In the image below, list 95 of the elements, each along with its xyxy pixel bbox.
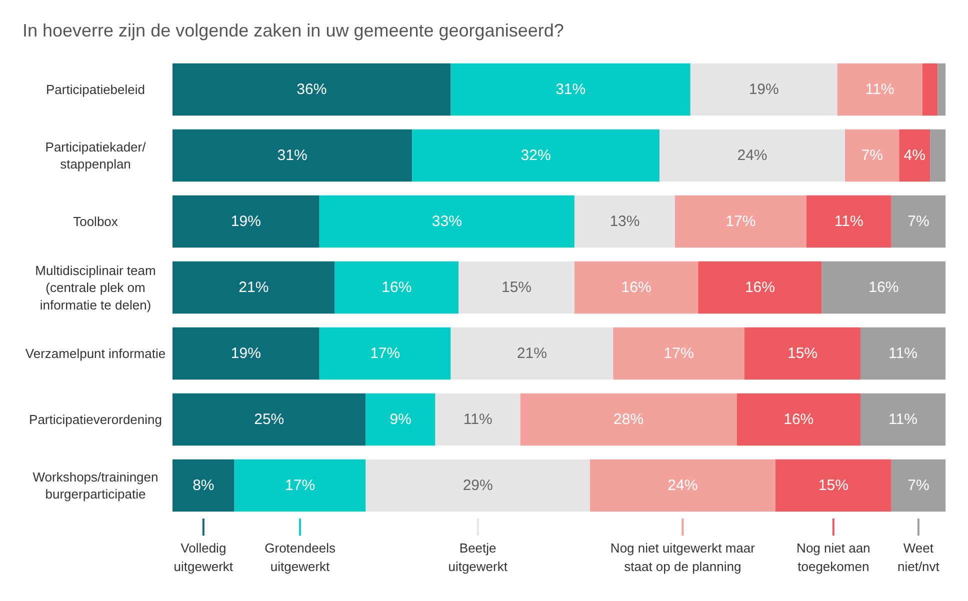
bar [450,63,690,116]
bar [319,327,451,380]
bar [690,63,838,116]
data-label: 21% [516,345,547,362]
data-label: 32% [520,147,551,164]
data-label: 13% [610,213,640,230]
bar [172,63,451,116]
bar [891,459,946,512]
data-label: 29% [462,477,493,494]
bar [922,63,938,116]
data-label: 31% [277,147,308,164]
bar [334,261,459,314]
bar [412,129,660,182]
data-label: 17% [664,345,694,362]
bar [736,393,860,446]
bar [234,459,366,512]
data-label: 15% [787,345,818,362]
y-tick-label: Participatiekader/ stappenplan [45,139,146,172]
legend-label: Nog niet uitgewerkt maar staat op de planning [610,540,756,574]
bar [698,261,822,314]
legend-label: Volledig uitgewerkt [174,540,234,574]
y-tick-label: Multidisciplinair team (centrale plek om informatie te delen) [35,262,156,312]
data-label: 17% [370,345,400,362]
data-label: 19% [230,213,261,230]
data-label: 24% [668,477,698,494]
bar [744,327,860,380]
data-label: 8% [192,477,214,494]
y-tick-label: Toolbox [73,214,118,229]
bar [659,129,846,182]
bar [837,63,922,116]
data-label: 11% [888,411,918,428]
legend-label: Beetje uitgewerkt [448,540,508,574]
bar [613,327,745,380]
data-label: 16% [621,279,652,296]
data-label: 11% [865,81,894,98]
bar [172,261,335,314]
legend-label: Weet niet/nvt [897,540,940,574]
data-label: 15% [818,477,848,494]
data-label: 11% [888,345,918,362]
bar [366,393,436,446]
data-label: 31% [556,81,586,98]
data-label: 36% [296,81,327,98]
data-label: 16% [382,279,412,296]
bar [891,195,946,248]
y-tick-label: Workshops/trainingen burgerparticipatie [32,469,158,502]
data-label: 28% [614,411,644,428]
bar [172,195,320,248]
bar [435,393,520,446]
bar [806,195,892,248]
bar [938,63,946,116]
bar [172,129,412,182]
bar [366,459,590,512]
bar [458,261,574,314]
data-label: 21% [238,279,269,296]
bar [172,459,234,512]
data-label: 16% [744,279,775,296]
bar [775,459,892,512]
data-label: 11% [463,411,492,428]
data-label: 7% [908,213,930,230]
data-label: 4% [904,147,926,164]
legend-label: Grotendeels uitgewerkt [264,540,336,574]
data-label: 33% [432,213,462,230]
data-label: 11% [834,213,864,230]
bar [590,459,776,512]
data-label: 25% [254,411,284,428]
data-label: 7% [908,477,930,494]
bar [450,327,614,380]
bar [319,195,574,248]
y-tick-label: Verzamelpunt informatie [25,346,166,361]
bar [172,393,366,446]
data-label: 9% [390,411,412,428]
bar [172,327,320,380]
bar [930,129,946,182]
bar [574,195,675,248]
bar [860,327,946,380]
bar [899,129,930,182]
chart-title: In hoeverre zijn de volgende zaken in uw gemeente georganiseerd? [22,20,564,40]
data-label: 19% [748,81,779,98]
bar [674,195,806,248]
data-label: 17% [285,477,316,494]
y-tick-label: Participatiebeleid [46,82,146,97]
bar [822,261,946,314]
data-label: 16% [784,411,814,428]
data-label: 17% [726,213,756,230]
bar [860,393,946,446]
bar [520,393,737,446]
legend-label: Nog niet aan toegekomen [796,540,870,574]
data-label: 19% [230,345,261,362]
data-label: 7% [861,147,883,164]
bar [845,129,900,182]
bar [574,261,698,314]
y-tick-label: Participatieverordening [29,412,162,427]
data-label: 24% [737,147,768,164]
data-label: 15% [501,279,532,296]
data-label: 16% [868,279,899,296]
